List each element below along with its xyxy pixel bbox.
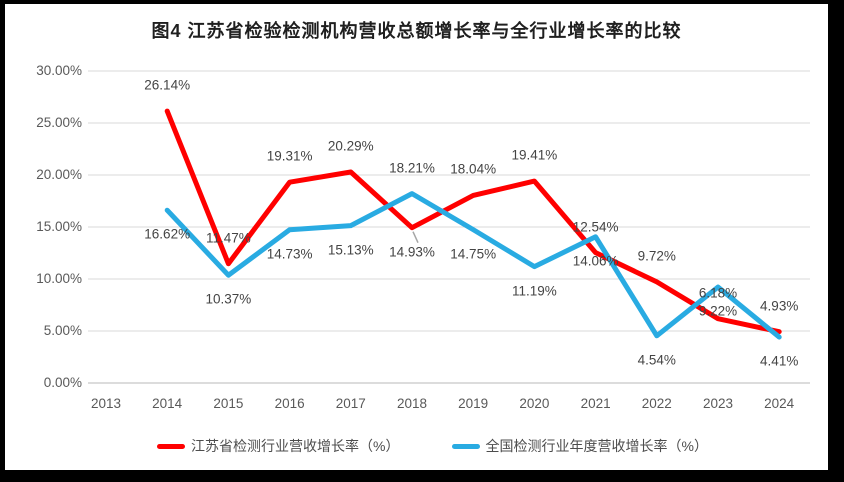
x-axis-label-2021: 2021: [580, 396, 611, 411]
y-axis-label-10: 10.00%: [36, 271, 82, 286]
data-label-national-2018: 18.21%: [389, 160, 435, 176]
legend-item-jiangsu: 江苏省检测行业营收增长率（%）: [157, 436, 400, 456]
series-line-jiangsu: [164, 108, 782, 335]
plot: [88, 70, 810, 384]
data-label-jiangsu-2020: 19.41%: [511, 147, 558, 163]
y-axis-label-5: 5.00%: [43, 323, 82, 338]
x-axis-label-2024: 2024: [764, 396, 795, 411]
data-label-jiangsu-2017: 20.29%: [327, 138, 374, 154]
leader-line-jiangsu-2018: [412, 231, 419, 244]
legend: 江苏省检测行业营收增长率（%） 全国检测行业年度营收增长率（%）: [21, 436, 844, 456]
data-label-national-2017: 15.13%: [327, 242, 374, 258]
y-axis-label-20: 20.00%: [36, 167, 82, 182]
x-axis-label-2014: 2014: [152, 396, 183, 411]
legend-marker-national: [451, 443, 480, 449]
y-axis-label-25: 25.00%: [36, 115, 82, 130]
data-label-national-2014: 16.62%: [144, 226, 191, 242]
x-axis-label-2015: 2015: [213, 396, 244, 411]
data-label-national-2020: 11.19%: [511, 283, 557, 299]
chart-canvas: 图4 江苏省检验检测机构营收总额增长率与全行业增长率的比较 0.00% 5.00%…: [5, 4, 828, 470]
data-label-jiangsu-2014: 26.14%: [144, 77, 191, 93]
x-axis-label-2023: 2023: [702, 396, 734, 411]
data-label-jiangsu-2023: 6.18%: [698, 285, 738, 301]
data-label-national-2023: 9.22%: [698, 303, 738, 319]
x-axis-label-2017: 2017: [335, 396, 366, 411]
data-label-national-2024: 4.41%: [760, 353, 799, 369]
legend-marker-jiangsu: [157, 443, 186, 449]
y-axis-label-15: 15.00%: [36, 219, 82, 234]
x-axis-label-2018: 2018: [396, 396, 428, 411]
legend-label-national: 全国检测行业年度营收增长率（%）: [485, 438, 708, 454]
x-axis-label-2019: 2019: [458, 396, 489, 411]
y-axis-label-30: 30.00%: [36, 63, 82, 78]
data-label-jiangsu-2015: 11.47%: [205, 230, 251, 246]
data-label-jiangsu-2021: 12.54%: [572, 219, 619, 235]
x-axis-label-2016: 2016: [274, 396, 305, 411]
data-label-jiangsu-2024: 4.93%: [760, 298, 799, 314]
data-label-jiangsu-2018: 14.93%: [389, 244, 435, 260]
x-axis-label-2013: 2013: [90, 396, 122, 411]
data-label-jiangsu-2019: 18.04%: [450, 161, 497, 177]
data-label-jiangsu-2016: 19.31%: [266, 148, 313, 164]
x-axis-label-2020: 2020: [519, 396, 550, 411]
series-line-national: [164, 191, 782, 340]
data-label-national-2022: 4.54%: [637, 352, 676, 368]
legend-label-jiangsu: 江苏省检测行业营收增长率（%）: [191, 438, 400, 454]
legend-item-national: 全国检测行业年度营收增长率（%）: [451, 436, 708, 456]
data-label-national-2021: 14.06%: [572, 253, 619, 269]
data-label-jiangsu-2022: 9.72%: [637, 248, 676, 264]
chart-title: 图4 江苏省检验检测机构营收总额增长率与全行业增长率的比较: [151, 21, 682, 41]
data-label-national-2016: 14.73%: [266, 246, 313, 262]
x-axis-label-2022: 2022: [641, 396, 672, 411]
y-axis-label-0: 0.00%: [43, 375, 82, 390]
data-label-national-2019: 14.75%: [450, 246, 497, 262]
data-label-national-2015: 10.37%: [205, 291, 252, 307]
